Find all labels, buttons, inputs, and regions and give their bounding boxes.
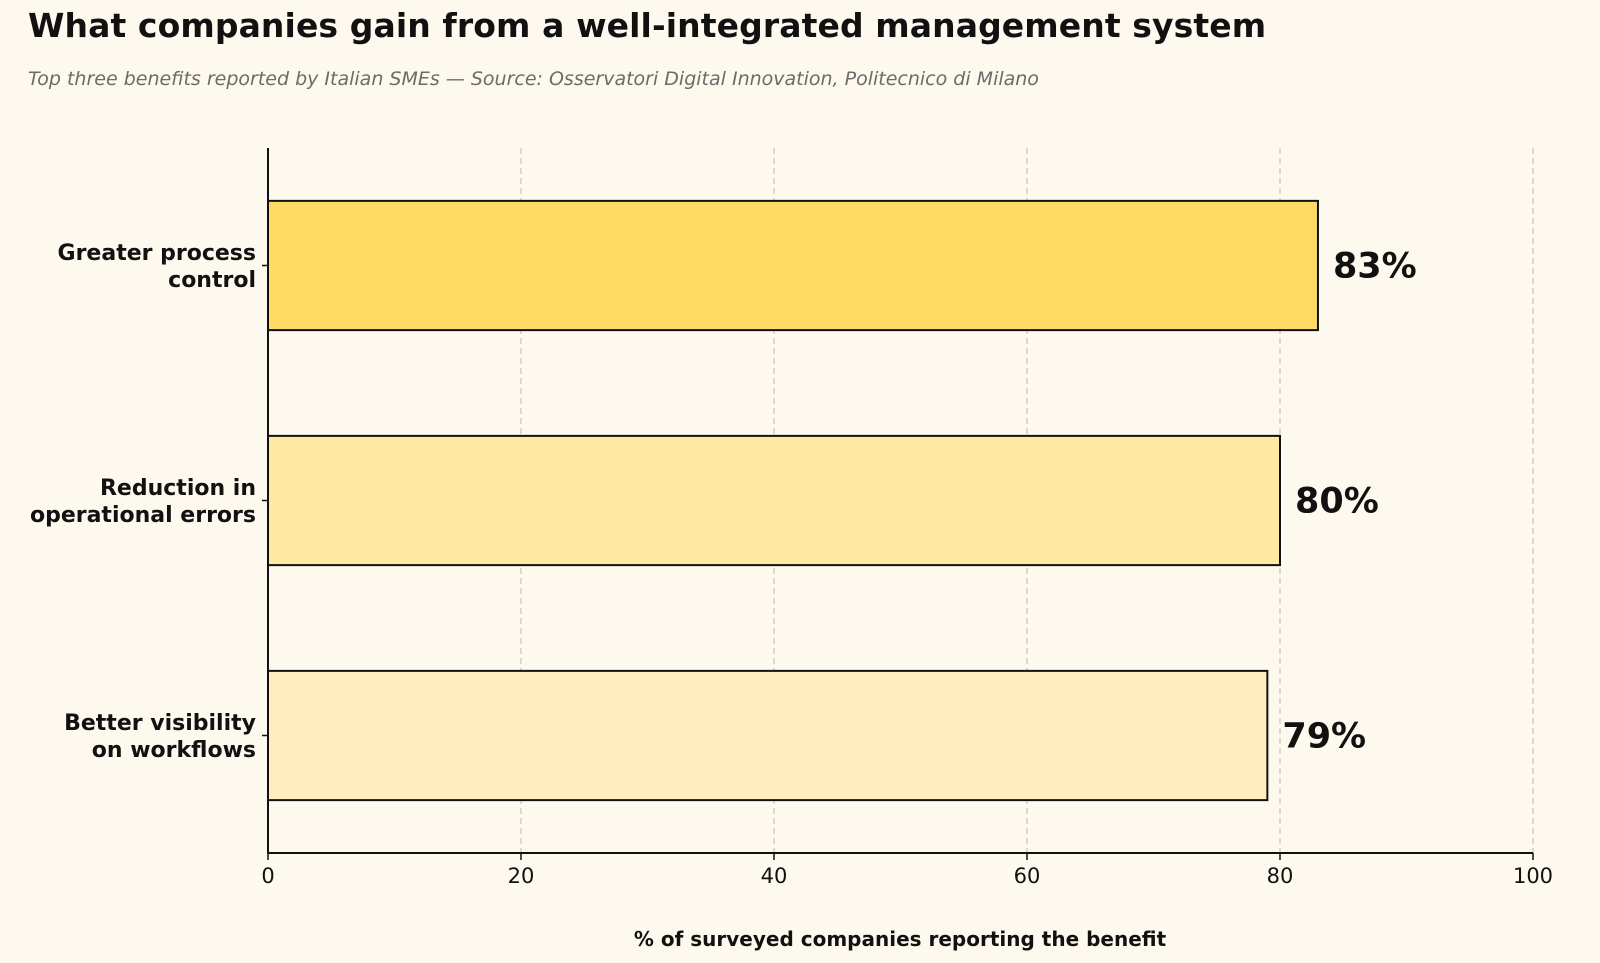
x-tick-label: 0 [261,864,274,888]
bar [267,434,1281,567]
axes [262,148,1534,860]
x-tick-label: 80 [1267,864,1294,888]
category-label: Better visibility [64,711,256,736]
bar [267,669,1269,802]
bar-value-label: 79% [1282,717,1366,757]
x-axis-label: % of surveyed companies reporting the be… [634,927,1167,951]
x-tick-label: 60 [1014,864,1041,888]
bar-value-label: 83% [1333,247,1417,287]
bar-value-label: 80% [1295,482,1379,522]
category-label: operational errors [30,503,256,528]
category-label: Reduction in [100,476,256,501]
bar [267,199,1319,332]
x-tick-label: 20 [508,864,535,888]
chart-subtitle: Top three benefits reported by Italian S… [28,68,1039,90]
bars [267,199,1319,802]
category-label: on workflows [92,738,256,763]
category-label: control [168,268,256,293]
category-label: Greater process [58,241,256,266]
x-tick-label: 40 [761,864,788,888]
x-tick-label: 100 [1513,864,1553,888]
chart-title: What companies gain from a well-integrat… [28,6,1267,45]
